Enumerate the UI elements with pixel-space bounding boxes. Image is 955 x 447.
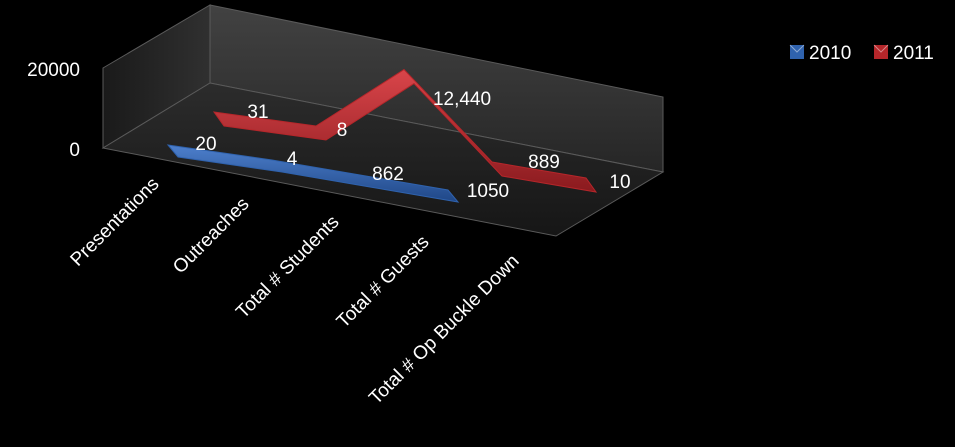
data-label-2011: 8	[337, 120, 348, 141]
legend-swatch	[874, 45, 888, 59]
y-axis: 0 20000	[27, 60, 80, 161]
series-2010-ribbon	[166, 144, 460, 203]
series-layer	[166, 68, 598, 203]
legend-swatch	[790, 45, 804, 59]
data-label-2011: 12,440	[433, 89, 491, 110]
legend-label: 2010	[809, 43, 851, 64]
y-tick-label: 20000	[27, 60, 80, 81]
y-tick-label: 0	[69, 140, 80, 161]
data-label-2011: 31	[247, 102, 268, 123]
data-label-2010: 4	[287, 149, 298, 170]
data-labels: 20 4 862 1050 31 8 12,440 889 10	[195, 89, 630, 202]
x-tick-label: Total # Students	[232, 212, 343, 323]
series-2011-ribbon	[212, 68, 598, 193]
x-tick-label: Presentations	[67, 174, 164, 271]
legend: 2010 2011	[789, 43, 934, 64]
data-label-2011: 10	[609, 172, 630, 193]
x-tick-label: Total # Guests	[333, 232, 434, 333]
data-label-2011: 889	[528, 152, 560, 173]
legend-item-2010: 2010	[789, 43, 851, 64]
data-label-2010: 862	[372, 164, 404, 185]
legend-item-2011: 2011	[873, 43, 934, 64]
x-tick-label: Outreaches	[169, 194, 253, 278]
legend-label: 2011	[893, 43, 934, 64]
data-label-2010: 20	[195, 134, 216, 155]
data-label-2010: 1050	[467, 181, 509, 202]
